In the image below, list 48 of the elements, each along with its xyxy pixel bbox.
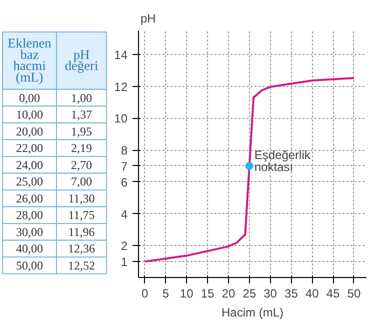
text: 24,00 xyxy=(16,158,43,172)
text: 1,37 xyxy=(71,108,92,122)
text: 2,19 xyxy=(71,141,92,156)
text: 22,00 xyxy=(16,141,43,156)
x-tick-label: 50 xyxy=(347,286,361,300)
y-tick-label: 1 xyxy=(120,255,128,270)
x-tick-label: 5 xyxy=(162,286,170,300)
y-tick-label: 6 xyxy=(120,175,128,190)
text: 25,00 xyxy=(16,174,43,189)
x-axis-title: Hacim (mL) xyxy=(222,306,284,320)
text: 0,00 xyxy=(19,90,40,105)
y-tick-label: 2 xyxy=(120,239,128,254)
y-tick-label: 4 xyxy=(120,207,128,222)
x-tick-label: 15 xyxy=(200,286,215,300)
x-tick-label: 25 xyxy=(242,286,256,300)
text: 26,00 xyxy=(16,191,43,206)
x-tick-label: 30 xyxy=(264,286,278,300)
x-tick-label: 35 xyxy=(284,286,298,300)
y-axis-title: pH xyxy=(140,12,156,26)
text: 30,00 xyxy=(16,224,43,239)
text: 1,00 xyxy=(71,90,92,105)
y-tick-label: 8 xyxy=(120,144,128,158)
line-series xyxy=(144,76,355,263)
text: 28,00 xyxy=(16,208,43,222)
text: 7,00 xyxy=(71,174,92,189)
y-tick-label: 14 xyxy=(114,48,128,62)
text: 11,30 xyxy=(68,191,95,206)
x-tick-label: 40 xyxy=(305,286,320,300)
y-tick-label: 12 xyxy=(114,80,128,94)
text: 12,52 xyxy=(68,258,95,272)
text: 20,00 xyxy=(16,124,43,138)
text: 1,95 xyxy=(71,124,92,138)
y-tick-label: 7 xyxy=(120,159,128,174)
annotation: Eşdeğerlik noktası xyxy=(254,148,312,174)
text: 11,96 xyxy=(68,224,95,239)
text: 12,36 xyxy=(68,242,95,256)
text: 10,00 xyxy=(16,108,43,122)
text: 40,00 xyxy=(16,242,43,256)
text: 11,75 xyxy=(68,208,95,222)
x-tick-label: 45 xyxy=(326,286,340,300)
text: 2,70 xyxy=(71,158,92,172)
y-tick-label: 10 xyxy=(114,112,128,126)
x-tick-label: 10 xyxy=(180,286,194,300)
text: Eklenen baz hacmi (mL) xyxy=(8,35,52,84)
x-tick-label: 0 xyxy=(141,286,148,300)
text: pH değeri xyxy=(64,46,98,74)
x-tick-label: 20 xyxy=(222,286,236,300)
text: 50,00 xyxy=(16,258,43,272)
